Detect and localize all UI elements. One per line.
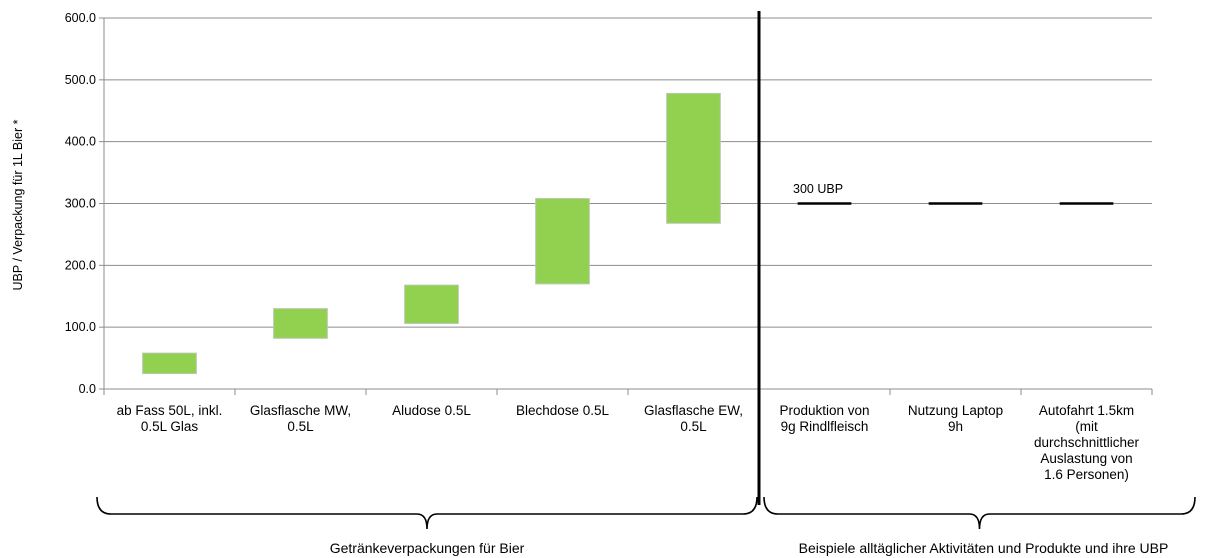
y-tick-label: 400.0 [65, 135, 96, 149]
axes [99, 11, 1153, 505]
range-bar [404, 284, 459, 324]
gridlines [104, 17, 1152, 328]
y-tick-label: 0.0 [79, 382, 96, 396]
y-tick-label: 100.0 [65, 320, 96, 334]
y-tick-label: 600.0 [65, 11, 96, 25]
category-labels: ab Fass 50L, inkl. 0.5L Glas Glasflasche M… [117, 403, 1140, 482]
y-tick-label: 500.0 [65, 73, 96, 87]
range-bar [535, 198, 590, 285]
category-label: ab Fass 50L, inkl. 0.5L Glas [117, 403, 223, 434]
annotation-300-ubp: 300 UBP [793, 182, 843, 196]
group-brace [96, 496, 758, 530]
y-tick-label: 300.0 [65, 197, 96, 211]
category-label: Autofahrt 1.5km (mit durchschnittlicher Aus… [1034, 403, 1140, 482]
y-tick-label: 200.0 [65, 258, 96, 272]
range-bar [142, 352, 197, 375]
range-bars [142, 92, 721, 375]
category-label: Produktion von 9g Rindlfleisch [779, 403, 869, 434]
category-label: Glasflasche MW, 0.5L [250, 403, 351, 434]
group-brace [763, 496, 1196, 530]
group-braces: Getränkeverpackungen für Bier Beispiele a… [96, 496, 1196, 556]
range-bar [273, 308, 328, 339]
category-label: Blechdose 0.5L [516, 403, 610, 418]
range-bar [666, 92, 721, 224]
group-label: Getränkeverpackungen für Bier [330, 540, 525, 556]
category-label: Nutzung Laptop 9h [908, 403, 1003, 434]
category-label: Glasflasche EW, 0.5L [644, 403, 743, 434]
group-label: Beispiele alltäglicher Aktivitäten und P… [799, 540, 1169, 556]
y-tick-labels: 0.0 100.0 200.0 300.0 400.0 500.0 600.0 [65, 11, 96, 396]
category-label: Aludose 0.5L [392, 403, 471, 418]
y-axis-label: UBP / Verpackung für 1L Bier * [11, 119, 25, 290]
